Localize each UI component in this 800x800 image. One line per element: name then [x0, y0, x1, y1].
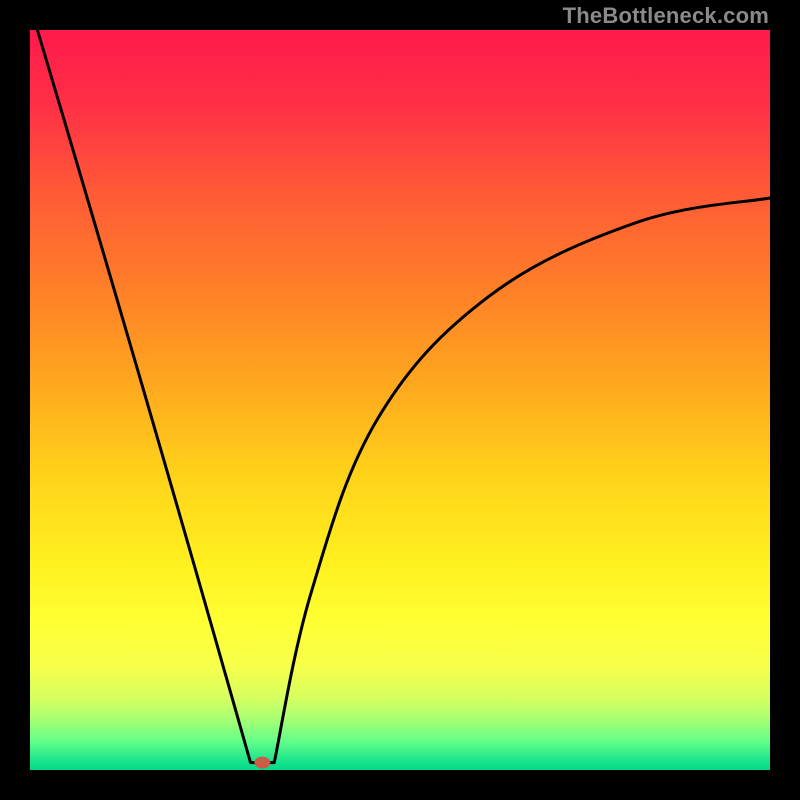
chart-container: TheBottleneck.com — [0, 0, 800, 800]
watermark-text: TheBottleneck.com — [563, 3, 769, 29]
bottleneck-curve — [37, 30, 770, 763]
bottleneck-curve-layer — [30, 30, 770, 770]
plot-area — [30, 30, 770, 770]
optimal-point-marker — [254, 757, 270, 769]
